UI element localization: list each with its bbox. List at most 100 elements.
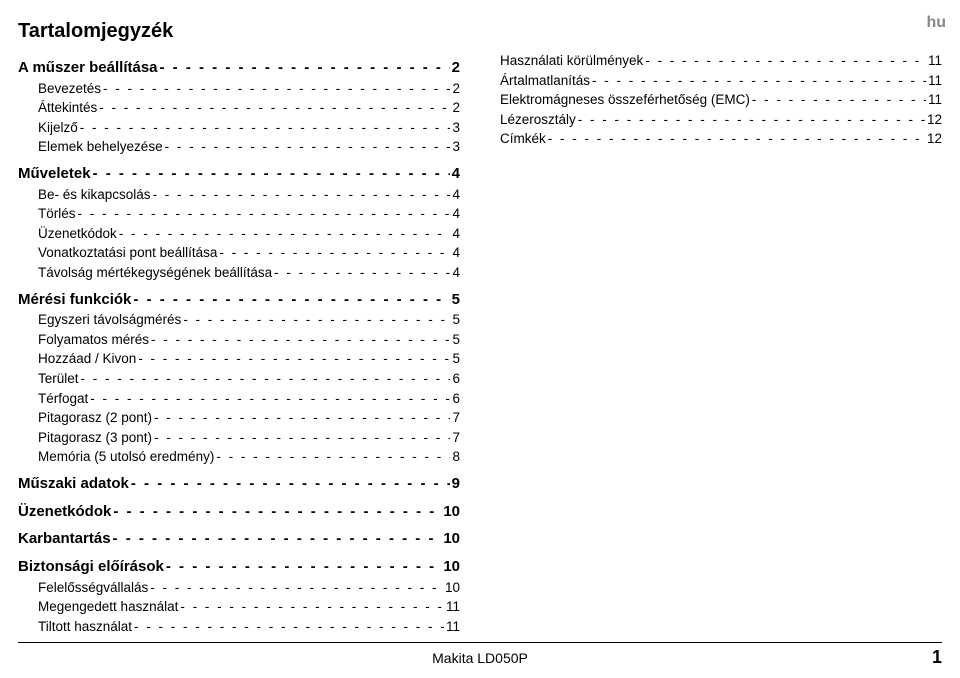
toc-title: Tartalomjegyzék <box>18 20 942 43</box>
toc-page-number: 4 <box>452 224 460 244</box>
toc-column-right: Használati körülmények 11 Ártalmatlanítás 1… <box>500 51 942 636</box>
toc-item: Elektromágneses összeférhetőség (EMC)11 <box>500 90 942 110</box>
toc-page-number: 11 <box>928 51 942 71</box>
toc-leader-dots <box>90 389 450 409</box>
toc-leader-dots <box>81 369 451 389</box>
language-tag: hu <box>926 14 946 32</box>
toc-leader-dots <box>216 447 450 467</box>
toc-page-number: 8 <box>452 447 460 467</box>
toc-label: Áttekintés <box>38 98 97 118</box>
toc-leader-dots <box>274 263 450 283</box>
toc-item: Lézerosztály12 <box>500 110 942 130</box>
toc-leader-dots <box>752 90 926 110</box>
toc-label: Használati körülmények <box>500 51 643 71</box>
toc-label: Elektromágneses összeférhetőség (EMC) <box>500 90 750 110</box>
toc-item: Felelősségvállalás10 <box>18 578 460 598</box>
toc-item: Üzenetkódok4 <box>18 224 460 244</box>
toc-label: Egyszeri távolságmérés <box>38 310 181 330</box>
toc-label: Kijelző <box>38 118 78 138</box>
toc-item: Hozzáad / Kivon 5 <box>18 349 460 369</box>
toc-page-number: 7 <box>452 428 460 448</box>
toc-label: Távolság mértékegységének beállítása <box>38 263 272 283</box>
toc-label: Folyamatos mérés <box>38 330 149 350</box>
toc-section: Üzenetkódok10 <box>18 501 460 523</box>
toc-page-number: 6 <box>452 389 460 409</box>
toc-item: Kijelző 3 <box>18 118 460 138</box>
toc-page-number: 10 <box>443 556 460 578</box>
toc-leader-dots <box>113 501 441 523</box>
toc-item: Pitagorasz (2 pont) 7 <box>18 408 460 428</box>
toc-label: Tiltott használat <box>38 617 132 636</box>
toc-leader-dots <box>119 224 451 244</box>
toc-label: Megengedett használat <box>38 597 178 617</box>
toc-page-number: 10 <box>443 528 460 550</box>
toc-leader-dots <box>103 79 450 99</box>
toc-label: Törlés <box>38 204 76 224</box>
toc-item: Áttekintés 2 <box>18 98 460 118</box>
toc-page-number: 11 <box>928 71 942 91</box>
toc-page-number: 2 <box>452 98 460 118</box>
toc-page-number: 2 <box>452 79 460 99</box>
toc-section: Műveletek 4 <box>18 163 460 185</box>
toc-section: Mérési funkciók5 <box>18 289 460 311</box>
toc-item: Elemek behelyezése 3 <box>18 137 460 157</box>
footer-page-number: 1 <box>922 647 942 668</box>
toc-leader-dots <box>150 578 443 598</box>
toc-item: Tiltott használat 11 <box>18 617 460 636</box>
toc-page-number: 3 <box>452 118 460 138</box>
toc-item: Térfogat6 <box>18 389 460 409</box>
toc-leader-dots <box>99 98 450 118</box>
footer-model: Makita LD050P <box>38 650 922 666</box>
toc-column-left: A műszer beállítása2Bevezetés2Áttekintés… <box>18 51 460 636</box>
toc-page-number: 5 <box>452 330 460 350</box>
toc-page-number: 5 <box>452 310 460 330</box>
toc-leader-dots <box>180 597 444 617</box>
toc-page-number: 3 <box>452 137 460 157</box>
toc-leader-dots <box>151 330 450 350</box>
toc-label: Pitagorasz (3 pont) <box>38 428 152 448</box>
toc-page-number: 10 <box>443 501 460 523</box>
toc-label: Ártalmatlanítás <box>500 71 590 91</box>
toc-leader-dots <box>166 556 441 578</box>
toc-label: Be- és kikapcsolás <box>38 185 151 205</box>
toc-page-number: 4 <box>452 163 460 185</box>
toc-label: Hozzáad / Kivon <box>38 349 136 369</box>
toc-section: Műszaki adatok9 <box>18 473 460 495</box>
toc-page-number: 11 <box>446 617 460 636</box>
toc-leader-dots <box>219 243 450 263</box>
toc-item: Használati körülmények 11 <box>500 51 942 71</box>
toc-leader-dots <box>578 110 925 130</box>
toc-leader-dots <box>592 71 926 91</box>
toc-leader-dots <box>93 163 450 185</box>
toc-item: Törlés4 <box>18 204 460 224</box>
toc-item: Címkék 12 <box>500 129 942 149</box>
toc-item: Terület6 <box>18 369 460 389</box>
toc-label: Műveletek <box>18 163 91 185</box>
toc-item: Folyamatos mérés 5 <box>18 330 460 350</box>
toc-label: Karbantartás <box>18 528 111 550</box>
toc-leader-dots <box>113 528 442 550</box>
toc-page-number: 4 <box>452 185 460 205</box>
toc-item: Vonatkoztatási pont beállítása4 <box>18 243 460 263</box>
toc-section: Karbantartás 10 <box>18 528 460 550</box>
toc-page-number: 4 <box>452 263 460 283</box>
toc-page-number: 12 <box>927 129 942 149</box>
toc-label: A műszer beállítása <box>18 57 158 79</box>
toc-item: Megengedett használat11 <box>18 597 460 617</box>
toc-item: Be- és kikapcsolás 4 <box>18 185 460 205</box>
toc-page-number: 2 <box>452 57 460 79</box>
toc-label: Biztonsági előírások <box>18 556 164 578</box>
toc-page-number: 5 <box>452 349 460 369</box>
toc-page-number: 4 <box>452 243 460 263</box>
toc-page-number: 7 <box>452 408 460 428</box>
toc-leader-dots <box>78 204 451 224</box>
footer: Makita LD050P 1 <box>18 642 942 668</box>
toc-label: Elemek behelyezése <box>38 137 163 157</box>
toc-leader-dots <box>154 408 450 428</box>
toc-section: A műszer beállítása 2 <box>18 57 460 79</box>
toc-label: Címkék <box>500 129 546 149</box>
toc-label: Felelősségvállalás <box>38 578 148 598</box>
toc-label: Pitagorasz (2 pont) <box>38 408 152 428</box>
toc-page-number: 12 <box>927 110 942 130</box>
toc-leader-dots <box>138 349 450 369</box>
